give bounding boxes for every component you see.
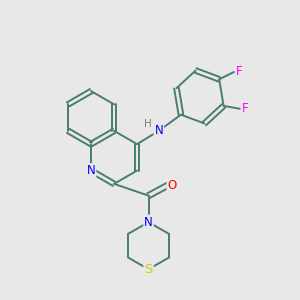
Text: S: S: [144, 263, 153, 276]
Text: N: N: [154, 124, 163, 137]
Text: H: H: [144, 119, 152, 129]
Text: F: F: [242, 102, 248, 115]
Text: N: N: [144, 216, 153, 229]
Text: F: F: [236, 65, 242, 79]
Text: O: O: [167, 179, 177, 192]
Text: N: N: [87, 164, 95, 177]
